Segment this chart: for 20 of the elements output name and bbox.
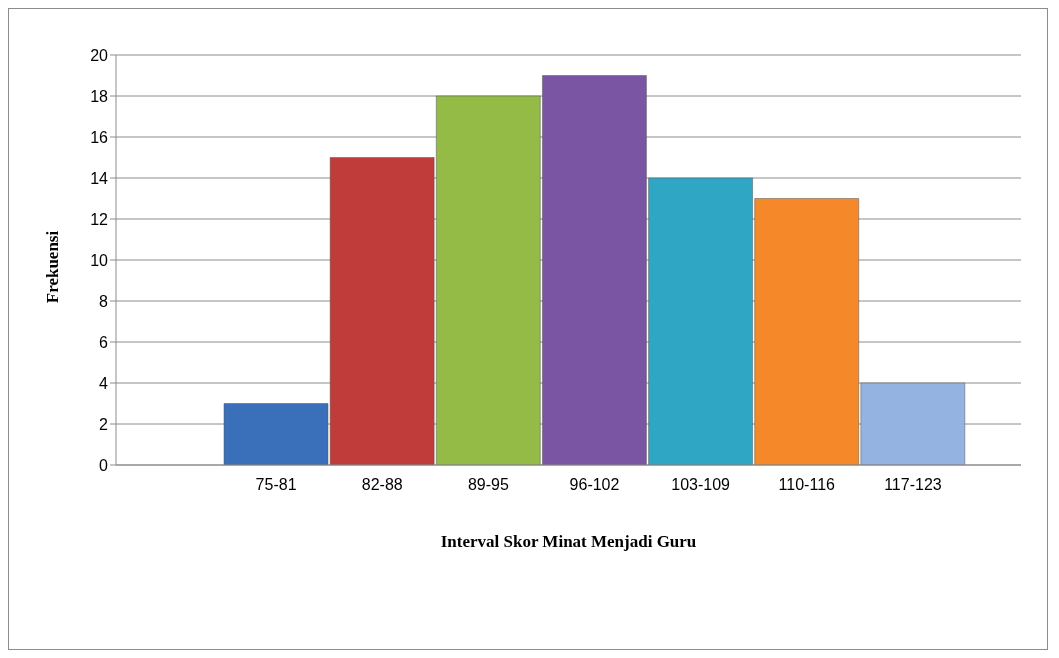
x-axis-title: Interval Skor Minat Menjadi Guru	[440, 532, 697, 551]
y-tick-label: 6	[99, 333, 109, 351]
x-tick-label: 110-116	[778, 476, 836, 494]
x-tick-label: 117-123	[884, 476, 942, 494]
x-tick-label: 75-81	[255, 476, 297, 494]
y-tick-label: 10	[90, 251, 109, 269]
y-tick-label: 14	[90, 169, 109, 187]
y-tick-label: 2	[99, 415, 109, 433]
x-tick-label: 103-109	[671, 476, 731, 494]
x-tick-label: 96-102	[569, 476, 620, 494]
y-tick-label: 12	[90, 210, 109, 228]
y-tick-label: 18	[90, 87, 109, 105]
y-tick-label: 20	[90, 46, 109, 64]
y-axis-title: Frekuensi	[43, 230, 63, 304]
x-tick-label: 89-95	[467, 476, 509, 494]
y-tick-label: 4	[99, 374, 109, 392]
y-tick-label: 8	[99, 292, 109, 310]
x-tick-label: 82-88	[361, 476, 403, 494]
y-tick-label: 16	[90, 128, 109, 146]
y-tick-label: 0	[99, 456, 109, 474]
